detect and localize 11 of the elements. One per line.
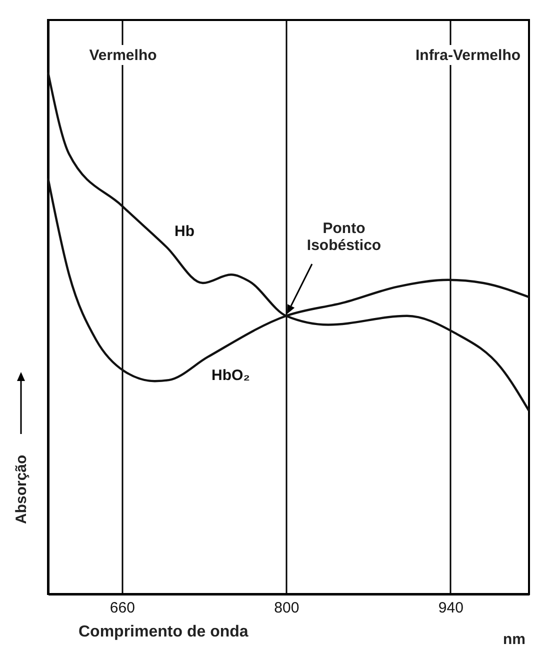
- x-axis-title: Comprimento de onda: [78, 624, 248, 640]
- text: Infra-Vermelho: [415, 47, 521, 64]
- x-tick-label: 940: [438, 600, 464, 616]
- x-tick-label: 800: [274, 600, 300, 616]
- series-label: Hb: [174, 222, 194, 240]
- x-tick-label: 660: [110, 600, 135, 616]
- text: nm: [503, 631, 526, 648]
- text: Vermelho: [89, 47, 157, 64]
- y-axis-title: Absorção: [13, 454, 30, 524]
- series-label: HbO₂: [212, 367, 250, 384]
- annotation: Ponto Isobéstico: [306, 220, 382, 254]
